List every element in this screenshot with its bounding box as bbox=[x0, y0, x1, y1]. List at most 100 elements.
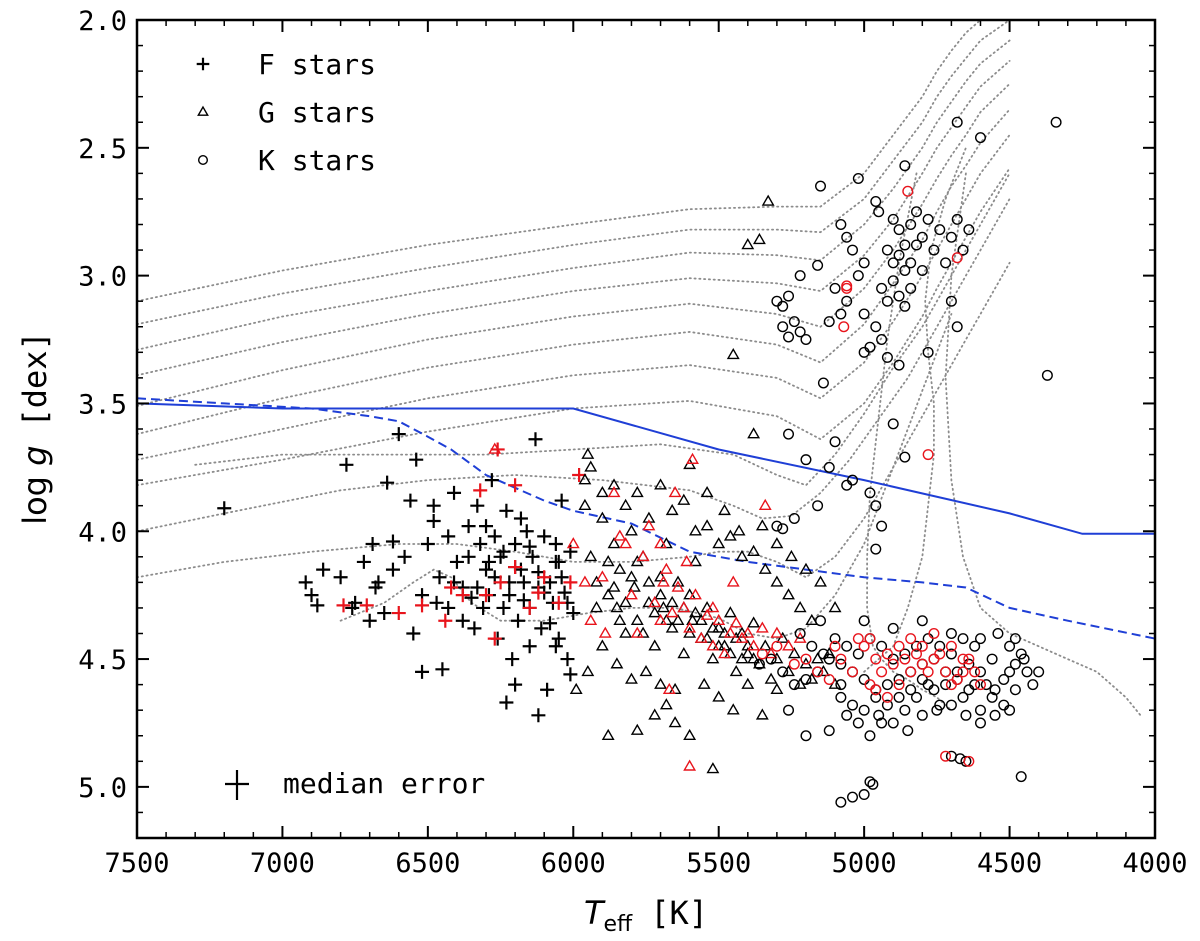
point-circle-4-177 bbox=[969, 679, 981, 691]
point-plus-1-4 bbox=[438, 613, 453, 628]
point-circle-5-22 bbox=[940, 666, 952, 678]
point-triangle-3-27 bbox=[764, 647, 778, 659]
y-tick-label-2.0: 2.0 bbox=[78, 6, 127, 37]
point-triangle-2-78 bbox=[595, 511, 609, 523]
point-triangle-2-132 bbox=[828, 601, 842, 613]
point-circle-4-50 bbox=[771, 295, 783, 307]
point-triangle-2-112 bbox=[654, 677, 667, 689]
point-circle-4-48 bbox=[777, 300, 789, 312]
point-circle-4-45 bbox=[812, 259, 824, 271]
point-plus-1-6 bbox=[455, 588, 470, 603]
point-triangle-2-39 bbox=[782, 664, 795, 677]
point-circle-4-63 bbox=[951, 321, 963, 333]
point-plus-0-11 bbox=[391, 427, 406, 442]
point-circle-4-146 bbox=[858, 704, 870, 716]
point-circle-4-181 bbox=[910, 691, 922, 703]
point-plus-0-76 bbox=[380, 475, 395, 490]
point-circle-4-186 bbox=[841, 709, 853, 721]
point-plus-0-21 bbox=[447, 485, 462, 500]
point-circle-5-20 bbox=[928, 653, 940, 665]
point-plus-0-4 bbox=[339, 457, 354, 472]
point-plus-0-2 bbox=[310, 598, 325, 613]
point-triangle-2-99 bbox=[648, 708, 662, 720]
point-circle-4-111 bbox=[858, 674, 870, 686]
point-triangle-2-91 bbox=[747, 544, 761, 556]
point-triangle-2-10 bbox=[627, 580, 641, 592]
point-plus-1-7 bbox=[473, 483, 488, 498]
point-plus-0-57 bbox=[566, 606, 581, 621]
point-circle-4-36 bbox=[847, 244, 859, 256]
point-plus-0-12 bbox=[397, 549, 412, 564]
legend-label-f-stars: F stars bbox=[258, 48, 376, 81]
point-circle-4-43 bbox=[864, 341, 876, 353]
point-circle-4-108 bbox=[893, 674, 905, 686]
point-circle-5-33 bbox=[771, 640, 783, 652]
point-circle-4-74 bbox=[864, 487, 876, 499]
point-circle-4-113 bbox=[835, 658, 847, 670]
point-triangle-3-26 bbox=[755, 621, 769, 633]
point-triangle-3-8 bbox=[654, 613, 667, 625]
point-circle-5-30 bbox=[812, 666, 824, 678]
point-triangle-2-103 bbox=[697, 677, 711, 689]
y-tick-label-4.5: 4.5 bbox=[78, 645, 127, 676]
point-triangle-2-76 bbox=[578, 473, 592, 485]
point-triangle-3-18 bbox=[706, 639, 720, 651]
point-triangle-2-53 bbox=[619, 595, 633, 608]
point-plus-0-93 bbox=[304, 588, 319, 603]
point-circle-5-7 bbox=[963, 755, 975, 767]
point-circle-4-10 bbox=[899, 239, 911, 251]
point-plus-0-46 bbox=[534, 621, 549, 636]
point-circle-4-14 bbox=[922, 213, 934, 225]
point-triangle-2-59 bbox=[654, 588, 667, 600]
legend-label-k-stars: K stars bbox=[258, 144, 376, 177]
point-circle-4-16 bbox=[934, 224, 946, 236]
x-tick-label-6500: 6500 bbox=[395, 848, 460, 879]
point-triangle-2-29 bbox=[723, 606, 737, 618]
point-triangle-2-106 bbox=[741, 677, 755, 689]
point-plus-0-27 bbox=[479, 562, 494, 577]
point-circle-5-38 bbox=[905, 633, 917, 645]
point-triangle-3-32 bbox=[683, 759, 697, 771]
point-plus-0-78 bbox=[415, 664, 430, 679]
point-circle-4-27 bbox=[910, 239, 922, 251]
point-circle-5-29 bbox=[823, 674, 835, 686]
point-plus-0-59 bbox=[455, 613, 470, 628]
point-triangle-2-49 bbox=[595, 639, 609, 651]
point-circle-4-54 bbox=[800, 334, 812, 346]
point-circle-4-21 bbox=[963, 224, 975, 236]
point-triangle-3-0 bbox=[488, 442, 502, 454]
point-triangle-3-44 bbox=[726, 575, 740, 587]
point-triangle-2-35 bbox=[758, 639, 772, 651]
point-plus-0-72 bbox=[543, 616, 558, 631]
point-triangle-2-9 bbox=[625, 524, 638, 536]
point-circle-5-42 bbox=[957, 653, 969, 665]
point-circle-4-90 bbox=[989, 684, 1001, 696]
point-circle-4-176 bbox=[986, 653, 998, 665]
point-triangle-3-7 bbox=[648, 595, 662, 608]
point-circle-4-92 bbox=[1004, 666, 1016, 678]
point-circle-4-8 bbox=[887, 213, 899, 225]
point-circle-5-41 bbox=[945, 640, 957, 652]
point-plus-0-83 bbox=[441, 529, 456, 544]
point-circle-4-131 bbox=[852, 648, 864, 660]
point-triangle-2-51 bbox=[607, 580, 621, 592]
point-plus-0-84 bbox=[464, 590, 479, 605]
point-plus-0-65 bbox=[496, 544, 511, 559]
point-circle-4-2 bbox=[1050, 116, 1062, 128]
point-triangle-3-1 bbox=[566, 537, 580, 549]
y-tick-label-2.5: 2.5 bbox=[78, 134, 127, 165]
point-triangle-2-88 bbox=[712, 537, 726, 549]
point-circle-4-144 bbox=[881, 699, 893, 711]
point-circle-4-87 bbox=[1015, 771, 1027, 783]
point-triangle-2-26 bbox=[706, 652, 720, 664]
point-plus-0-39 bbox=[513, 562, 528, 577]
point-circle-4-152 bbox=[916, 709, 928, 721]
point-circle-5-34 bbox=[756, 648, 768, 660]
point-triangle-2-97 bbox=[601, 728, 615, 741]
point-circle-4-79 bbox=[777, 523, 789, 535]
median-error-label: median error bbox=[283, 767, 485, 800]
point-plus-0-87 bbox=[548, 639, 563, 654]
point-triangle-2-14 bbox=[648, 639, 662, 651]
point-circle-4-4 bbox=[870, 195, 882, 207]
